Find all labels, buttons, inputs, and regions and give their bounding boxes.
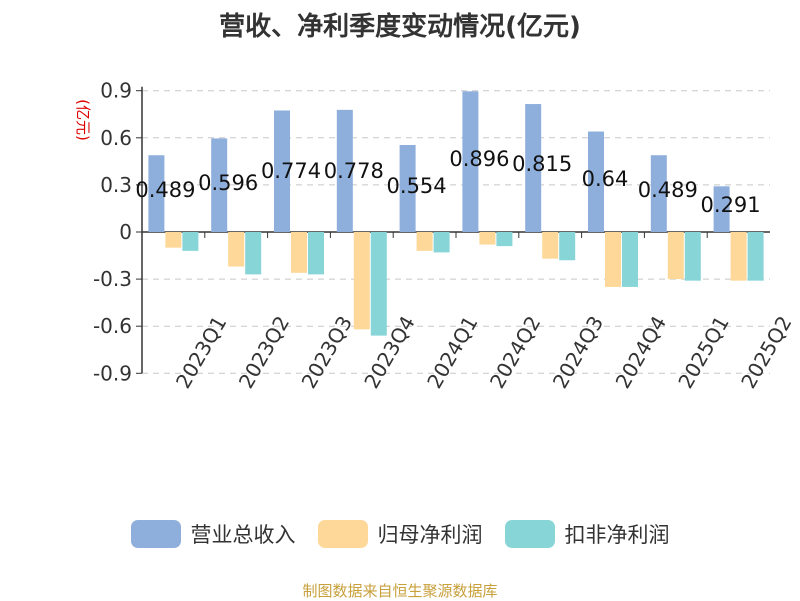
- y-tick-label: -0.3: [93, 267, 132, 291]
- x-tick-label: 2024Q1: [422, 312, 482, 393]
- x-tick-label: 2023Q1: [171, 312, 231, 393]
- x-tick-label: 2023Q3: [297, 312, 357, 393]
- x-tick-label: 2025Q2: [736, 312, 796, 393]
- y-tick-label: -0.9: [93, 361, 132, 385]
- data-label: 0.64: [582, 167, 629, 191]
- bar-net-profit: [228, 232, 245, 267]
- bar-net-profit: [667, 232, 684, 280]
- bar-revenue: [713, 186, 730, 232]
- bar-deducted-profit: [684, 232, 701, 281]
- legend-item-deducted-profit[interactable]: 扣非净利润: [504, 519, 670, 549]
- bar-net-profit: [353, 232, 370, 330]
- bar-deducted-profit: [496, 232, 513, 247]
- legend-label-revenue: 营业总收入: [190, 523, 296, 547]
- y-axis-label: (亿元): [74, 99, 92, 141]
- bar-deducted-profit: [622, 232, 638, 287]
- bar-revenue: [650, 155, 667, 232]
- bar-revenue: [336, 109, 353, 232]
- y-tick-label: 0.3: [100, 173, 132, 197]
- chart-title: 营收、净利季度变动情况(亿元): [219, 12, 581, 42]
- data-label: 0.596: [198, 171, 258, 195]
- legend-swatch-deducted-profit: [504, 520, 555, 548]
- data-label: 0.489: [135, 178, 195, 202]
- data-label: 0.774: [261, 159, 321, 183]
- data-label: 0.815: [512, 152, 572, 176]
- bar-deducted-profit: [747, 232, 764, 281]
- legend-item-net-profit[interactable]: 归母净利润: [317, 519, 483, 549]
- bar-deducted-profit: [559, 232, 576, 261]
- y-tick-label: -0.6: [93, 314, 132, 338]
- bar-net-profit: [291, 232, 307, 273]
- bar-deducted-profit: [245, 232, 262, 275]
- bar-net-profit: [730, 232, 747, 281]
- data-source-note: 制图数据来自恒生聚源数据库: [302, 582, 498, 600]
- legend-swatch-net-profit: [317, 520, 368, 548]
- data-label: 0.896: [449, 147, 509, 171]
- bar-deducted-profit: [308, 232, 324, 275]
- x-tick-label: 2024Q4: [611, 312, 671, 393]
- bar-revenue: [525, 104, 542, 232]
- x-tick-label: 2024Q3: [548, 312, 608, 393]
- bar-deducted-profit: [182, 232, 199, 251]
- y-tick-label: 0.6: [100, 126, 132, 150]
- legend-label-deducted-profit: 扣非净利润: [564, 523, 670, 547]
- bar-deducted-profit: [433, 232, 450, 253]
- data-label: 0.489: [638, 178, 698, 202]
- bar-net-profit: [542, 232, 559, 259]
- x-tick-label: 2023Q2: [234, 312, 294, 393]
- legend: 营业总收入 归母净利润 扣非净利润: [0, 519, 800, 549]
- bar-revenue: [148, 155, 165, 232]
- legend-item-revenue[interactable]: 营业总收入: [130, 519, 296, 549]
- data-label: 0.291: [701, 193, 761, 217]
- bar-net-profit: [416, 232, 433, 251]
- legend-label-net-profit: 归母净利润: [377, 523, 483, 547]
- bar-net-profit: [479, 232, 496, 245]
- bar-net-profit: [605, 232, 621, 287]
- x-tick-label: 2024Q2: [485, 312, 545, 393]
- y-tick-label: 0: [119, 220, 132, 244]
- data-label: 0.554: [387, 174, 447, 198]
- bar-net-profit: [165, 232, 182, 248]
- legend-swatch-revenue: [130, 520, 181, 548]
- bar-revenue: [399, 145, 416, 232]
- x-tick-label: 2025Q1: [673, 312, 733, 393]
- bar-revenue: [588, 131, 604, 232]
- bar-revenue: [462, 91, 479, 232]
- bar-revenue: [274, 110, 290, 232]
- bar-deducted-profit: [370, 232, 387, 336]
- y-tick-label: 0.9: [100, 79, 132, 103]
- bar-revenue: [211, 138, 228, 232]
- data-label: 0.778: [324, 159, 384, 183]
